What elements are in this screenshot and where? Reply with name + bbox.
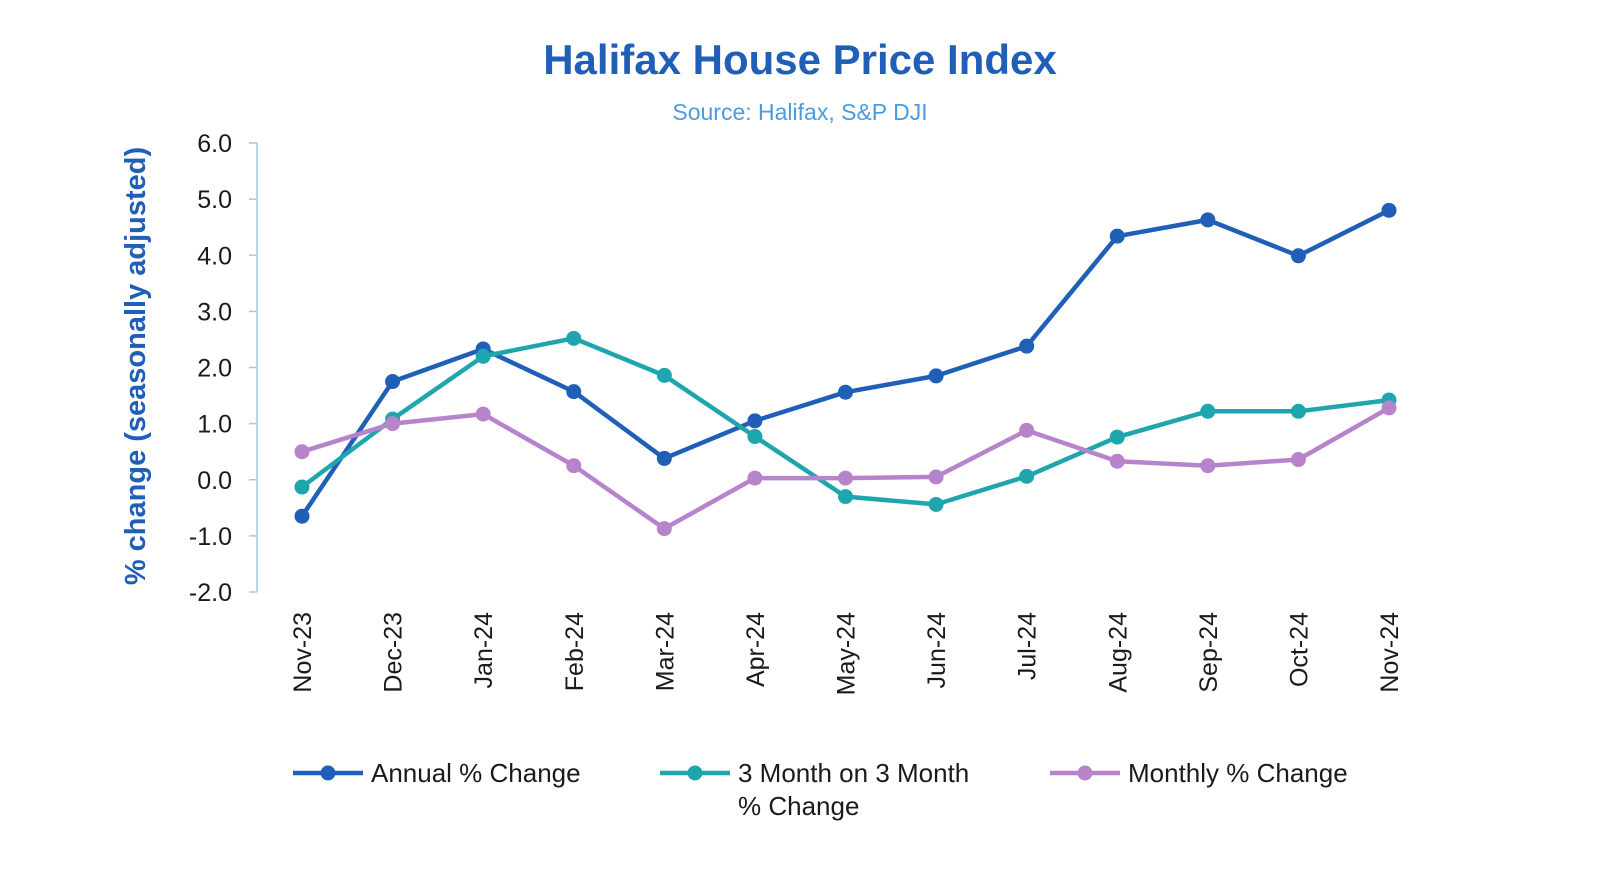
y-tick-label: 5.0 bbox=[197, 186, 232, 214]
legend-label: Monthly % Change bbox=[1128, 758, 1348, 788]
y-axis-ticks: 6.0 5.0 4.0 3.0 2.0 1.0 0.0 -1.0 -2.0 bbox=[189, 130, 257, 607]
data-point bbox=[1290, 452, 1306, 468]
data-point bbox=[294, 479, 310, 495]
data-point bbox=[656, 450, 672, 466]
data-point bbox=[1200, 458, 1216, 474]
data-point bbox=[385, 374, 401, 390]
x-tick-label: Nov-23 bbox=[289, 612, 317, 693]
y-tick-label: 0.0 bbox=[197, 467, 232, 495]
x-tick-label: Mar-24 bbox=[651, 612, 679, 691]
data-point bbox=[1381, 400, 1397, 416]
data-point bbox=[1200, 403, 1216, 419]
data-point bbox=[475, 406, 491, 422]
legend-item: Monthly % Change bbox=[1050, 758, 1348, 788]
y-tick-label: 6.0 bbox=[197, 130, 232, 158]
legend-swatch-marker bbox=[687, 765, 703, 781]
data-point bbox=[747, 429, 763, 445]
data-point bbox=[1200, 212, 1216, 228]
legend-label: 3 Month on 3 Month bbox=[738, 758, 969, 788]
legend-item: Annual % Change bbox=[293, 758, 581, 788]
x-tick-label: Nov-24 bbox=[1376, 612, 1404, 693]
data-point bbox=[1019, 468, 1035, 484]
data-point bbox=[1109, 429, 1125, 445]
x-tick-label: Jul-24 bbox=[1014, 612, 1042, 680]
y-tick-label: 3.0 bbox=[197, 298, 232, 326]
x-tick-label: Sep-24 bbox=[1195, 612, 1223, 693]
data-point bbox=[385, 416, 401, 432]
legend-item: 3 Month on 3 Month% Change bbox=[660, 758, 969, 821]
data-point bbox=[838, 384, 853, 400]
x-tick-label: Apr-24 bbox=[742, 612, 770, 687]
x-tick-label: Feb-24 bbox=[561, 612, 589, 691]
x-tick-label: Aug-24 bbox=[1104, 612, 1132, 693]
series-line bbox=[299, 405, 1392, 531]
x-tick-label: May-24 bbox=[833, 612, 861, 695]
data-point bbox=[566, 458, 582, 474]
data-point bbox=[1109, 228, 1125, 244]
series-2 bbox=[294, 400, 1397, 537]
data-point bbox=[928, 496, 944, 512]
chart-title: Halifax House Price Index bbox=[543, 36, 1057, 83]
data-point bbox=[838, 489, 853, 505]
data-point bbox=[1290, 403, 1306, 419]
data-point bbox=[1381, 202, 1397, 218]
y-axis-label: % change (seasonally adjusted) bbox=[120, 147, 152, 585]
series-layer bbox=[294, 202, 1397, 537]
chart-subtitle: Source: Halifax, S&P DJI bbox=[672, 99, 927, 125]
data-point bbox=[294, 508, 310, 524]
x-axis-ticks: Nov-23 Dec-23 Jan-24 Feb-24 Mar-24 Apr-24 May-… bbox=[289, 612, 1404, 695]
data-point bbox=[838, 470, 853, 486]
legend: Annual % Change 3 Month on 3 Month% Chang… bbox=[293, 758, 1348, 821]
data-point bbox=[656, 367, 672, 383]
legend-label: % Change bbox=[738, 791, 859, 821]
x-tick-label: Jun-24 bbox=[923, 612, 951, 689]
data-point bbox=[656, 521, 672, 537]
x-tick-label: Jan-24 bbox=[470, 612, 498, 689]
series-1 bbox=[294, 330, 1397, 512]
data-point bbox=[566, 384, 582, 400]
data-point bbox=[928, 469, 944, 485]
data-point bbox=[566, 330, 582, 346]
data-point bbox=[294, 444, 310, 460]
data-point bbox=[1019, 422, 1035, 438]
data-point bbox=[1109, 453, 1125, 469]
data-point bbox=[475, 348, 491, 364]
y-tick-label: -2.0 bbox=[189, 579, 232, 607]
legend-swatch-marker bbox=[1077, 765, 1093, 781]
data-point bbox=[747, 470, 763, 486]
data-point bbox=[1290, 248, 1306, 264]
y-tick-label: 4.0 bbox=[197, 242, 232, 270]
legend-label: Annual % Change bbox=[371, 758, 581, 788]
legend-swatch-marker bbox=[320, 765, 336, 781]
x-tick-label: Oct-24 bbox=[1285, 612, 1313, 687]
data-point bbox=[747, 413, 763, 429]
data-point bbox=[928, 368, 944, 384]
y-tick-label: 1.0 bbox=[197, 411, 232, 439]
y-tick-label: 2.0 bbox=[197, 355, 232, 383]
x-tick-label: Dec-23 bbox=[380, 612, 408, 693]
data-point bbox=[1019, 338, 1035, 354]
y-tick-label: -1.0 bbox=[189, 523, 232, 551]
series-line bbox=[299, 208, 1392, 519]
